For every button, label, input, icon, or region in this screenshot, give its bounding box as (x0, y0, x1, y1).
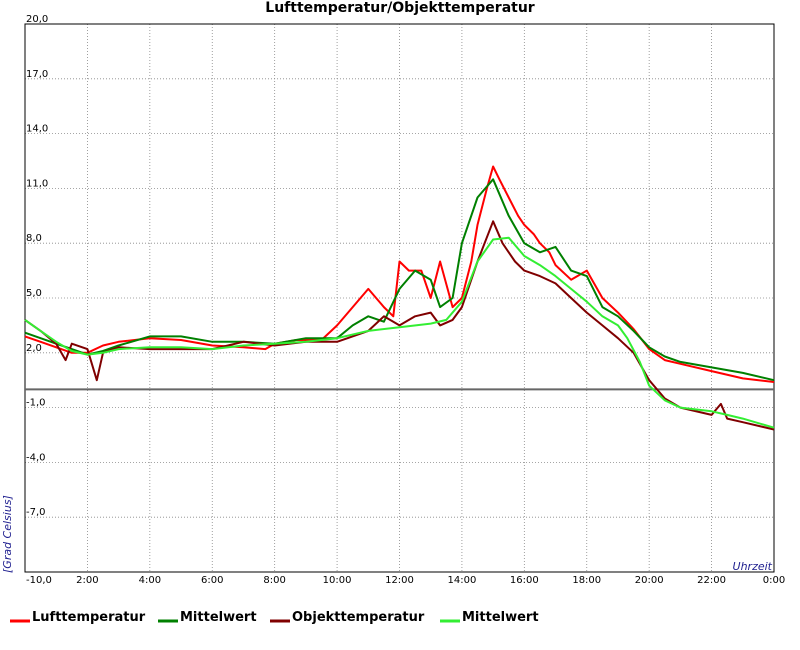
x-axis-label: Uhrzeit (733, 560, 773, 573)
x-tick-label: 2:00 (76, 575, 98, 586)
x-tick-label: 12:00 (385, 575, 414, 586)
legend-label: Mittelwert (180, 610, 257, 625)
x-tick-label: 16:00 (510, 575, 539, 586)
x-tick-label: 8:00 (263, 575, 285, 586)
x-axis-ticks: 2:00 4:00 6:00 8:00 10:00 12:00 14:00 16:00 18:0… (76, 575, 785, 586)
x-tick-label: 14:00 (448, 575, 477, 586)
y-tick-label: 11,0 (26, 178, 48, 189)
x-tick-label: 10:00 (323, 575, 352, 586)
series-line-4 (24, 236, 775, 429)
legend-label: Mittelwert (462, 610, 539, 625)
chart-title: Lufttemperatur/Objekttemperatur (265, 0, 535, 16)
y-tick-label: 5,0 (26, 288, 42, 299)
series-line-1 (24, 165, 775, 383)
series-lines (24, 165, 775, 431)
y-tick-label: -4,0 (26, 452, 46, 463)
y-tick-label: -10,0 (26, 575, 52, 586)
x-tick-label: 18:00 (572, 575, 601, 586)
y-tick-label: 14,0 (26, 124, 48, 135)
y-axis-ticks: -10,0 -7,0 -4,0 -1,0 2,0 5,0 8,0 11,0 14,0 17,0 20… (26, 14, 52, 586)
legend-label: Objekttemperatur (292, 610, 425, 625)
x-tick-label: 20:00 (635, 575, 664, 586)
y-tick-label: 2,0 (26, 343, 42, 354)
x-tick-label: 0:00 (763, 575, 785, 586)
legend: Lufttemperatur Mittelwert Objekttemperatur… (10, 610, 539, 625)
x-tick-label: 6:00 (201, 575, 223, 586)
x-tick-label: 4:00 (139, 575, 161, 586)
y-tick-label: 17,0 (26, 69, 48, 80)
y-tick-label: 8,0 (26, 233, 42, 244)
series-line-2 (24, 178, 775, 382)
x-tick-label: 22:00 (697, 575, 726, 586)
y-axis-label: [Grad Celsius] (1, 495, 14, 573)
y-tick-label: -7,0 (26, 507, 46, 518)
plot-frame (24, 23, 775, 573)
y-tick-label: -1,0 (26, 398, 46, 409)
legend-label: Lufttemperatur (32, 610, 146, 625)
y-tick-label: 20,0 (26, 14, 48, 25)
